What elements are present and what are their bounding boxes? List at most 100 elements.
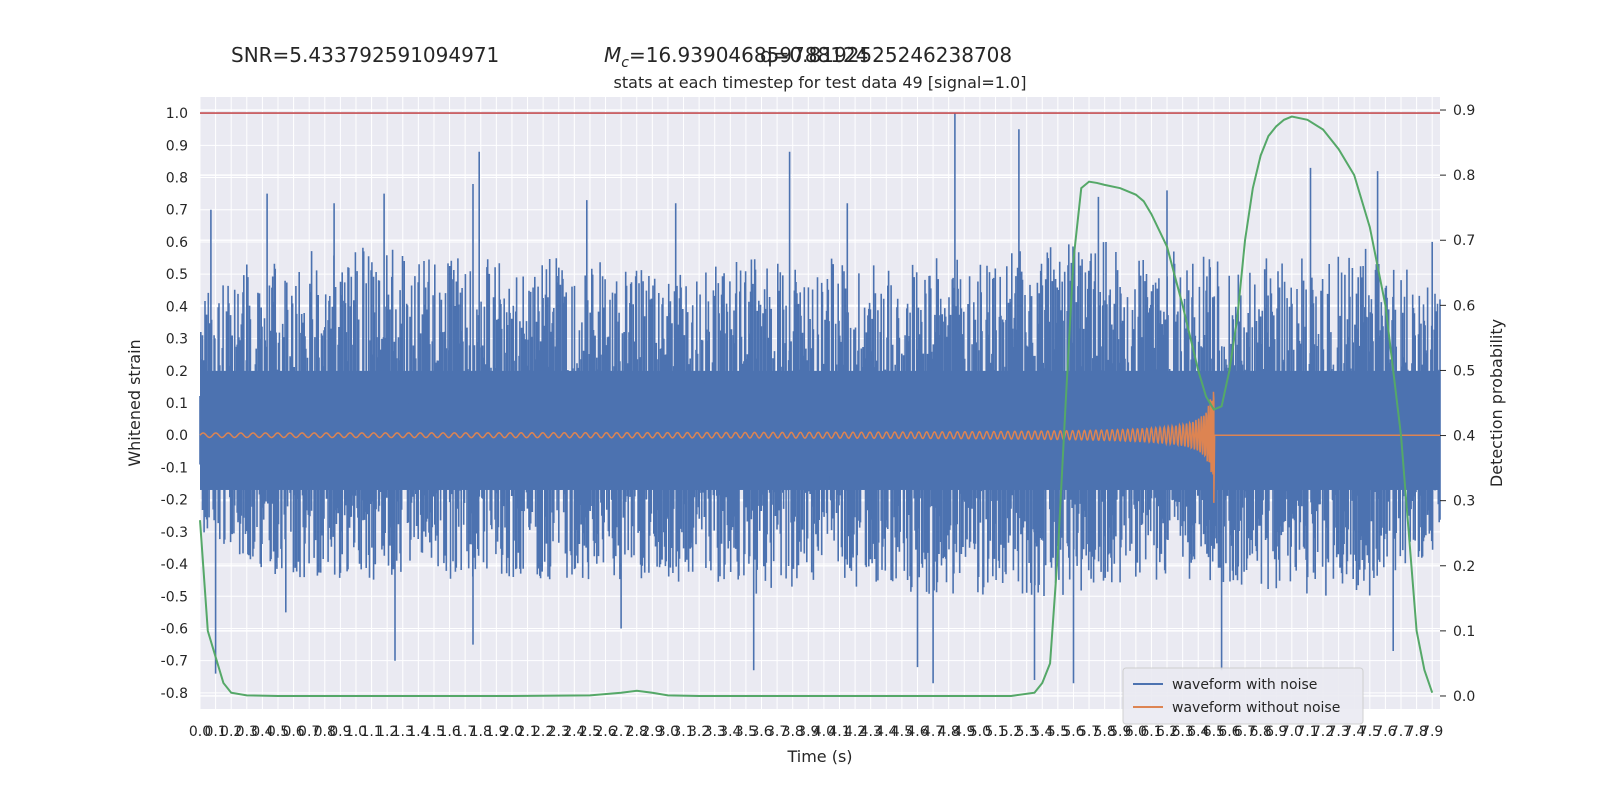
x-tick-label: 7.0 bbox=[1281, 724, 1303, 740]
x-tick-label: 4.0 bbox=[813, 724, 835, 740]
x-tick-label: 2.3 bbox=[548, 724, 570, 740]
series-waveform-without-noise bbox=[199, 391, 1440, 503]
x-tick-label: 5.1 bbox=[984, 724, 1006, 740]
x-tick-label: 2.4 bbox=[563, 724, 585, 740]
x-tick-label: 6.6 bbox=[1218, 724, 1240, 740]
mc-value: =16.939046859788124 bbox=[629, 43, 868, 67]
y-tick-label-left: 0.5 bbox=[166, 267, 188, 283]
mc-symbol: M bbox=[604, 43, 621, 67]
x-tick-label: 7.6 bbox=[1374, 724, 1396, 740]
x-tick-label: 5.8 bbox=[1094, 724, 1116, 740]
x-tick-label: 6.9 bbox=[1265, 724, 1287, 740]
series-waveform-with-noise bbox=[199, 113, 1441, 684]
x-tick-label: 1.1 bbox=[360, 724, 382, 740]
legend: waveform with noise waveform without noi… bbox=[1122, 667, 1364, 725]
x-tick-label: 5.9 bbox=[1109, 724, 1131, 740]
y-tick-label-left: -0.3 bbox=[161, 525, 188, 541]
chart-title: stats at each timestep for test data 49 … bbox=[614, 73, 1027, 92]
x-tick-label: 6.0 bbox=[1125, 724, 1147, 740]
x-tick-label: 5.3 bbox=[1016, 724, 1038, 740]
x-tick-label: 0.6 bbox=[282, 724, 304, 740]
x-tick-label: 3.1 bbox=[672, 724, 694, 740]
x-tick-label: 0.9 bbox=[329, 724, 351, 740]
x-tick-label: 5.4 bbox=[1031, 724, 1053, 740]
x-tick-label: 7.2 bbox=[1312, 724, 1334, 740]
x-tick-label: 5.2 bbox=[1000, 724, 1022, 740]
x-tick-label: 0.0 bbox=[189, 724, 211, 740]
y-tick-labels-left: -0.8 -0.7 -0.6 -0.5 -0.4 -0.3 -0.2 -0.1 0.0 0.1 0.… bbox=[161, 106, 188, 702]
y-axis-label-left: Whitened strain bbox=[125, 339, 144, 466]
y-tick-label-left: 0.6 bbox=[166, 235, 188, 251]
x-tick-label: 4.4 bbox=[875, 724, 897, 740]
y-tick-label-left: -0.6 bbox=[161, 621, 188, 637]
x-tick-label: 4.5 bbox=[891, 724, 913, 740]
x-tick-label: 6.3 bbox=[1172, 724, 1194, 740]
snr-annotation: SNR=5.433792591094971 bbox=[231, 43, 499, 67]
x-tick-label: 0.3 bbox=[236, 724, 258, 740]
x-tick-label: 0.1 bbox=[204, 724, 226, 740]
x-tick-label: 1.7 bbox=[454, 724, 476, 740]
x-tick-label: 0.8 bbox=[314, 724, 336, 740]
x-tick-label: 6.2 bbox=[1156, 724, 1178, 740]
x-tick-labels: 0.00.10.20.30.40.50.60.70.80.91.01.11.21… bbox=[189, 724, 1443, 740]
x-tick-label: 7.7 bbox=[1390, 724, 1412, 740]
y-tick-label-left: -0.2 bbox=[161, 493, 188, 509]
x-tick-label: 6.4 bbox=[1187, 724, 1209, 740]
x-tick-label: 6.5 bbox=[1203, 724, 1225, 740]
y-tick-label-right: 0.1 bbox=[1453, 624, 1475, 640]
legend-box bbox=[1122, 667, 1364, 725]
x-tick-label: 7.5 bbox=[1359, 724, 1381, 740]
x-tick-label: 7.1 bbox=[1296, 724, 1318, 740]
x-tick-label: 4.7 bbox=[922, 724, 944, 740]
x-tick-label: 6.1 bbox=[1140, 724, 1162, 740]
q-annotation: q=0.8192525246238708 bbox=[760, 43, 1012, 67]
x-tick-label: 3.2 bbox=[688, 724, 710, 740]
x-tick-label: 2.5 bbox=[579, 724, 601, 740]
x-tick-label: 5.0 bbox=[969, 724, 991, 740]
y-tick-label-left: 0.3 bbox=[166, 332, 188, 348]
x-tick-label: 3.9 bbox=[797, 724, 819, 740]
x-tick-label: 0.4 bbox=[251, 724, 273, 740]
mc-subscript: c bbox=[621, 55, 629, 71]
x-tick-label: 7.3 bbox=[1327, 724, 1349, 740]
x-tick-label: 2.9 bbox=[641, 724, 663, 740]
probability-line-path bbox=[199, 115, 1434, 697]
x-tick-label: 1.2 bbox=[376, 724, 398, 740]
y-tick-label-right: 0.7 bbox=[1453, 233, 1475, 249]
x-tick-label: 6.8 bbox=[1249, 724, 1271, 740]
x-tick-label: 7.9 bbox=[1421, 724, 1443, 740]
y-tick-label-right: 0.8 bbox=[1453, 168, 1475, 184]
y-tick-label-right: 0.4 bbox=[1453, 429, 1475, 445]
x-tick-label: 3.6 bbox=[750, 724, 772, 740]
y-tick-label-right: 0.9 bbox=[1453, 103, 1475, 119]
x-tick-label: 4.6 bbox=[906, 724, 928, 740]
mc-annotation: Mc=16.939046859788124 bbox=[604, 43, 868, 71]
y-tick-label-right: 0.2 bbox=[1453, 559, 1475, 575]
x-tick-label: 3.5 bbox=[735, 724, 757, 740]
y-tick-label-left: -0.7 bbox=[161, 654, 188, 670]
y-tick-label-left: 0.4 bbox=[166, 299, 188, 315]
x-tick-label: 0.5 bbox=[267, 724, 289, 740]
y-tick-label-left: 0.7 bbox=[166, 203, 188, 219]
x-tick-label: 4.3 bbox=[860, 724, 882, 740]
x-tick-label: 3.8 bbox=[782, 724, 804, 740]
x-tick-label: 1.6 bbox=[438, 724, 460, 740]
x-tick-label: 0.7 bbox=[298, 724, 320, 740]
legend-label-clean: waveform without noise bbox=[1172, 700, 1340, 716]
y-tick-label-left: -0.5 bbox=[161, 589, 188, 605]
x-tick-label: 3.4 bbox=[719, 724, 741, 740]
y-tick-label-left: 0.8 bbox=[166, 171, 188, 187]
x-tick-label: 2.1 bbox=[516, 724, 538, 740]
x-tick-label: 2.2 bbox=[532, 724, 554, 740]
y-tick-label-left: 0.0 bbox=[166, 428, 188, 444]
x-tick-label: 1.5 bbox=[423, 724, 445, 740]
x-tick-label: 4.8 bbox=[938, 724, 960, 740]
x-axis-label: Time (s) bbox=[786, 747, 852, 766]
y-tick-label-left: -0.4 bbox=[161, 557, 188, 573]
x-tick-label: 2.6 bbox=[594, 724, 616, 740]
y-tick-label-left: -0.1 bbox=[161, 460, 188, 476]
clean-waveform-path bbox=[199, 391, 1440, 503]
y-tick-label-right: 0.3 bbox=[1453, 494, 1475, 510]
y-tick-label-left: 0.2 bbox=[166, 364, 188, 380]
